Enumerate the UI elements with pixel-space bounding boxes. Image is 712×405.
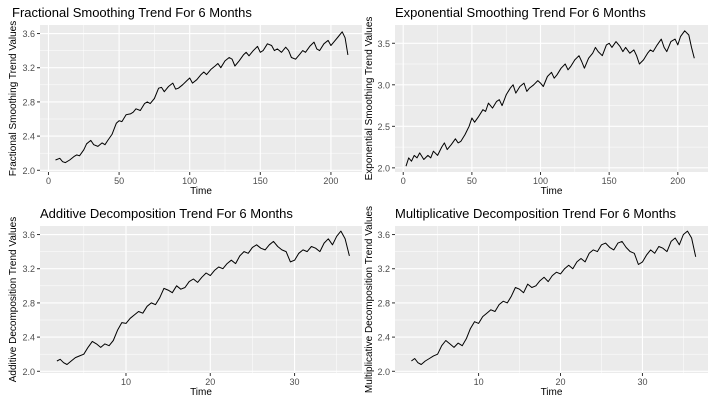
x-axis-label: Time [190, 186, 212, 197]
x-tick-label: 150 [602, 176, 617, 186]
chart-title: Fractional Smoothing Trend For 6 Months [12, 5, 252, 20]
x-tick-label: 50 [467, 176, 477, 186]
y-tick-label: 3.0 [377, 80, 390, 90]
series-line [56, 230, 350, 365]
y-tick-label: 2.4 [22, 132, 35, 142]
x-tick-label: 0 [401, 176, 406, 186]
y-axis-label: Multiplicative Decomposition Trend Value… [364, 206, 375, 393]
plot-background [395, 226, 708, 373]
y-tick-label: 3.5 [377, 39, 390, 49]
series-line [405, 30, 695, 167]
y-tick-label: 2.4 [22, 333, 35, 343]
x-tick-label: 200 [323, 176, 338, 186]
x-axis-label: Time [190, 387, 212, 398]
series-line [55, 31, 349, 164]
y-tick-label: 2.8 [22, 298, 35, 308]
y-tick-label: 2.0 [377, 163, 390, 173]
y-tick-label: 2.0 [377, 367, 390, 377]
x-tick-label: 20 [205, 377, 215, 387]
y-tick-label: 3.6 [22, 29, 35, 39]
plot-background [40, 226, 362, 373]
x-tick-label: 50 [114, 176, 124, 186]
y-tick-label: 2.5 [377, 122, 390, 132]
y-tick-label: 3.2 [22, 63, 35, 73]
x-tick-label: 0 [46, 176, 51, 186]
chart-title: Exponential Smoothing Trend For 6 Months [395, 5, 646, 20]
chart-title: Multiplicative Decomposition Trend For 6… [395, 206, 677, 221]
plot-background [40, 25, 362, 172]
x-axis-label: Time [541, 186, 563, 197]
x-tick-label: 200 [670, 176, 685, 186]
series-line [411, 230, 697, 365]
y-axis-label: Exponential Smoothing Trend Values [364, 17, 375, 181]
x-tick-label: 20 [556, 377, 566, 387]
x-tick-label: 30 [290, 377, 300, 387]
y-tick-label: 2.8 [22, 97, 35, 107]
x-tick-label: 100 [182, 176, 197, 186]
y-tick-label: 3.2 [377, 264, 390, 274]
x-axis-label: Time [541, 387, 563, 398]
y-tick-label: 2.4 [377, 333, 390, 343]
chart-panel-1: 2.0 2.4 2.8 3.2 3.6 0 50 100 150 200 Fractional Sm… [8, 5, 362, 197]
x-tick-label: 10 [121, 377, 131, 387]
x-tick-label: 150 [253, 176, 268, 186]
x-tick-label: 100 [533, 176, 548, 186]
chart-panel-2: 2.0 2.5 3.0 3.5 0 50 100 150 200 Exponential Smoo… [364, 5, 708, 197]
y-tick-label: 2.0 [22, 367, 35, 377]
y-tick-label: 3.6 [377, 230, 390, 240]
y-axis-label: Additive Decomposition Trend Values [8, 217, 19, 382]
chart-panel-3: 2.0 2.4 2.8 3.2 3.6 10 20 30 Additive Decomposit… [8, 206, 362, 398]
y-tick-label: 3.2 [22, 264, 35, 274]
x-tick-label: 10 [474, 377, 484, 387]
y-tick-label: 3.6 [22, 230, 35, 240]
chart-panel-4: 2.0 2.4 2.8 3.2 3.6 10 20 30 Multiplicative Deco… [364, 206, 708, 398]
plot-background [395, 25, 708, 172]
y-axis-label: Fractional Smoothing Trend Values [8, 21, 19, 176]
y-tick-label: 2.0 [22, 166, 35, 176]
y-tick-label: 2.8 [377, 298, 390, 308]
chart-title: Additive Decomposition Trend For 6 Month… [40, 206, 293, 221]
x-tick-label: 30 [637, 377, 647, 387]
